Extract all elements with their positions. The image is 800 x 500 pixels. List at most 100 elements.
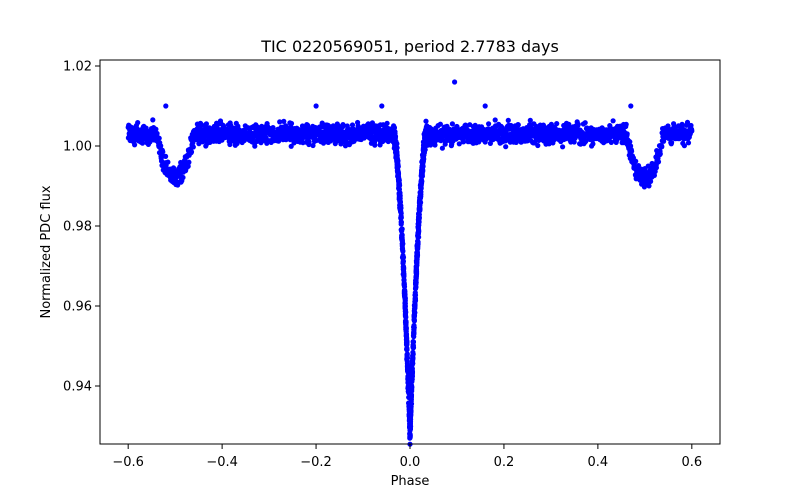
data-point — [422, 144, 428, 150]
data-point — [402, 293, 408, 299]
data-point — [404, 351, 410, 357]
data-point — [398, 203, 404, 209]
data-point — [277, 119, 283, 125]
data-point — [635, 163, 642, 169]
data-point — [411, 329, 417, 335]
data-point — [402, 300, 408, 306]
x-tick-label: 0.2 — [494, 455, 515, 470]
data-point — [685, 140, 692, 146]
data-point — [391, 130, 397, 136]
data-point — [575, 121, 581, 127]
data-point — [472, 122, 478, 128]
data-point — [590, 141, 596, 147]
data-point — [156, 135, 162, 141]
data-point — [188, 149, 195, 155]
data-point — [398, 215, 404, 221]
data-point — [684, 119, 691, 125]
data-point — [150, 117, 156, 123]
data-point — [403, 321, 409, 327]
y-tick-label: 1.00 — [63, 140, 92, 155]
data-point — [407, 427, 413, 434]
data-point — [627, 139, 633, 145]
data-point — [163, 153, 169, 159]
data-point — [583, 138, 589, 144]
data-point — [403, 325, 409, 331]
data-point — [288, 120, 295, 127]
x-tick-label: −0.2 — [300, 455, 332, 470]
scatter-points — [125, 79, 695, 447]
data-point — [657, 151, 663, 157]
data-point — [154, 130, 160, 137]
data-point — [414, 260, 420, 266]
data-point — [397, 206, 403, 213]
data-point — [515, 122, 521, 128]
data-point — [399, 254, 406, 260]
data-point — [646, 183, 652, 189]
data-point — [396, 181, 402, 187]
data-point — [492, 117, 498, 123]
data-point — [461, 139, 467, 145]
data-point — [421, 151, 427, 158]
data-point — [503, 144, 509, 150]
data-point — [158, 143, 164, 149]
data-point — [418, 185, 424, 191]
data-point — [416, 222, 422, 228]
data-point — [410, 339, 416, 345]
y-tick-label: 1.02 — [63, 60, 92, 75]
data-point — [393, 139, 399, 145]
data-point — [422, 133, 428, 139]
data-point — [669, 139, 675, 146]
data-point — [410, 360, 416, 366]
x-axis-label: Phase — [391, 474, 430, 489]
data-point — [281, 118, 287, 124]
data-point — [410, 345, 416, 351]
data-point — [372, 142, 378, 148]
data-point — [679, 121, 685, 127]
outlier-point — [628, 103, 634, 109]
data-point — [406, 394, 412, 400]
x-tick-label: 0.6 — [681, 455, 702, 470]
data-point — [402, 289, 408, 295]
data-point — [419, 173, 425, 179]
x-tick-label: 0.4 — [588, 455, 609, 470]
data-point — [404, 364, 411, 371]
data-point — [415, 234, 421, 241]
data-point — [203, 121, 209, 127]
data-point — [340, 122, 346, 128]
data-point — [417, 192, 424, 198]
data-point — [610, 118, 616, 124]
data-point — [384, 120, 390, 126]
data-point — [406, 400, 412, 406]
data-point — [412, 303, 418, 309]
data-point — [653, 165, 660, 171]
data-point — [439, 145, 445, 151]
data-point — [305, 122, 311, 128]
data-point — [409, 384, 415, 390]
data-point — [505, 117, 511, 123]
data-point — [411, 317, 417, 323]
data-point — [413, 269, 419, 275]
data-point — [401, 264, 407, 270]
data-point — [449, 121, 455, 127]
data-point — [393, 152, 399, 158]
y-axis-label: Normalized PDC flux — [39, 185, 54, 318]
x-tick-label: −0.6 — [112, 455, 144, 470]
outlier-point — [163, 103, 169, 109]
data-point — [415, 217, 421, 223]
data-point — [153, 126, 159, 132]
data-point — [414, 256, 420, 262]
outlier-point — [482, 103, 488, 109]
data-point — [342, 143, 349, 149]
data-point — [456, 141, 462, 147]
data-point — [486, 121, 492, 127]
data-point — [349, 122, 356, 128]
data-point — [399, 236, 405, 242]
data-point — [535, 142, 541, 149]
data-point — [310, 142, 316, 149]
data-point — [400, 241, 406, 247]
data-point — [270, 125, 276, 131]
y-axis-ticks: 0.94 0.96 0.98 1.00 1.02 — [63, 60, 100, 395]
data-point — [401, 281, 407, 287]
